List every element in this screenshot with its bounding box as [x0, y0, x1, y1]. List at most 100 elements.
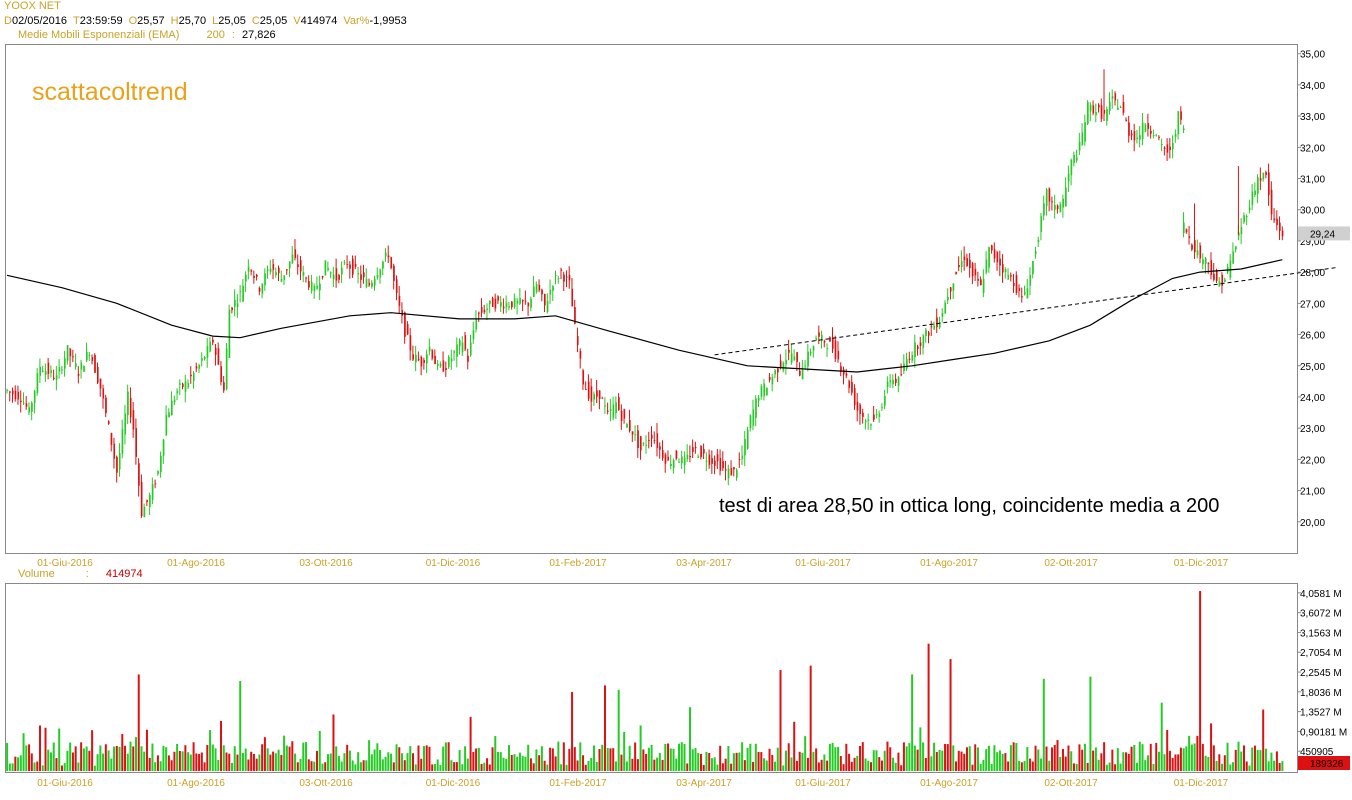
volume-tick-label: 2,7054 M [1300, 648, 1342, 659]
candle-body [645, 444, 648, 446]
trendline [714, 266, 1338, 356]
candle-body [1056, 205, 1059, 210]
candle-body [168, 412, 170, 418]
volume-bar [1004, 753, 1007, 771]
candle-body [837, 350, 840, 360]
price-tick-label: 23,00 [1300, 424, 1325, 435]
candle-body [1015, 274, 1018, 293]
candle-body [760, 386, 763, 397]
volume-bar [115, 746, 118, 771]
volume-bar [710, 758, 713, 771]
candle-body [220, 366, 223, 382]
volume-bar [930, 756, 933, 771]
volume-bar [675, 758, 678, 771]
volume-bar [1042, 678, 1045, 771]
ohlc-key: O [128, 15, 138, 27]
candle-body [1018, 288, 1021, 291]
volume-bar [357, 752, 360, 771]
indicator-readout: Medie Mobili Esponenziali (EMA) 200 : 27… [18, 29, 282, 42]
candle-body [231, 307, 233, 311]
candle-body [1155, 134, 1158, 136]
candle-body [533, 286, 535, 297]
candle-body [354, 263, 357, 267]
candle-body [565, 276, 568, 278]
candle-body [790, 353, 793, 363]
volume-bar [831, 742, 834, 771]
volume-bar [176, 743, 179, 771]
candle-body [541, 289, 543, 295]
candle-body [705, 460, 708, 462]
candle-body [930, 326, 933, 328]
candle-body [280, 278, 283, 282]
candle-body [697, 456, 700, 458]
volume-bar [965, 747, 968, 771]
candle-body [500, 302, 502, 307]
volume-bar [261, 744, 264, 771]
candle-body [862, 412, 864, 417]
candle-body [1125, 119, 1128, 122]
candle-body [524, 300, 527, 302]
volume-bar [642, 749, 645, 771]
candle-body [502, 306, 505, 309]
volume-tick-label: 4,0581 M [1300, 589, 1342, 600]
candle-body [1199, 245, 1202, 259]
candle-body [873, 414, 875, 420]
volume-bar [1138, 741, 1141, 771]
volume-bar [946, 744, 949, 771]
volume-bar [497, 751, 500, 771]
volume-bar [1026, 747, 1029, 771]
candle-body [409, 335, 412, 351]
volume-bar [944, 743, 947, 771]
volume-bar [614, 761, 617, 771]
volume-bar [154, 762, 157, 771]
volume-bar [502, 757, 505, 771]
volume-bar [156, 755, 159, 771]
volume-bar [1152, 763, 1155, 771]
volume-bar [601, 744, 604, 771]
candle-body [1251, 191, 1254, 205]
volume-bar [313, 761, 316, 771]
candle-body [420, 356, 423, 367]
ohlc-key: T [73, 15, 80, 27]
volume-value: 414974 [105, 568, 143, 580]
candle-body [1004, 268, 1007, 273]
candle-body [228, 309, 231, 358]
volume-bar [47, 749, 50, 771]
volume-bar [598, 749, 601, 771]
candle-body [346, 263, 349, 266]
volume-bar [1061, 748, 1064, 771]
volume-bar [316, 750, 319, 771]
volume-bar [332, 714, 335, 771]
volume-bar [1237, 741, 1240, 771]
volume-bar [535, 749, 538, 771]
volume-bar [606, 747, 609, 771]
candle-body [576, 336, 579, 346]
volume-bar [258, 754, 261, 771]
volume-bar [1103, 742, 1106, 771]
volume-bar [546, 764, 549, 771]
candle-body [310, 281, 313, 291]
candle-body [313, 285, 316, 292]
candle-body [360, 274, 362, 280]
price-x-tick-label: 01-Giu-2017 [795, 558, 851, 569]
candle-body [154, 483, 157, 485]
candle-body [867, 419, 870, 422]
volume-bar [1089, 676, 1092, 771]
candle-body [971, 263, 974, 277]
volume-bar [280, 754, 283, 771]
candle-body [694, 446, 697, 449]
volume-bar [1190, 744, 1193, 771]
candle-body [256, 274, 258, 277]
candle-body [505, 302, 508, 308]
volume-bar [584, 764, 587, 771]
candle-body [914, 342, 916, 358]
candle-body [242, 285, 244, 302]
volume-bar [595, 761, 598, 771]
volume-bar [291, 741, 294, 771]
volume-bar [11, 763, 14, 771]
candle-body [149, 495, 151, 507]
candle-body [1062, 198, 1064, 208]
candle-body [151, 484, 154, 500]
volume-bar [705, 751, 708, 771]
candle-body [1117, 108, 1119, 110]
